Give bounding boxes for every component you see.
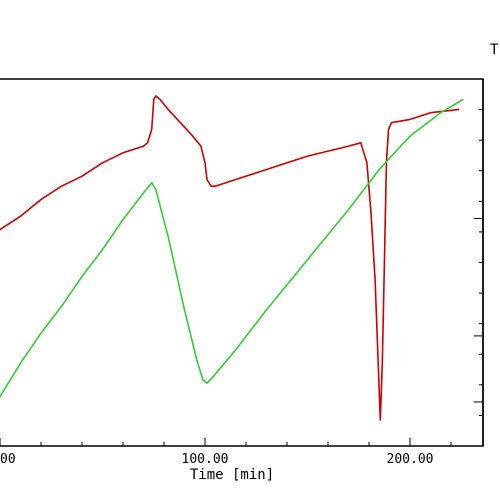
series-line-1: [0, 95, 460, 421]
x-axis-title: Time [min]: [190, 467, 274, 483]
series-layer: [0, 95, 464, 421]
plot-frame: [0, 78, 484, 447]
x-axis-ticks: 0.00 100.00 200.00: [0, 438, 452, 467]
series-line-2: [0, 98, 464, 399]
right-axis-title: T: [490, 42, 499, 58]
x-tick-label: 200.00: [387, 452, 434, 467]
x-tick-label: 0.00: [0, 452, 16, 467]
x-tick-label: 100.00: [182, 452, 229, 467]
right-axis-ticks: [474, 109, 483, 416]
